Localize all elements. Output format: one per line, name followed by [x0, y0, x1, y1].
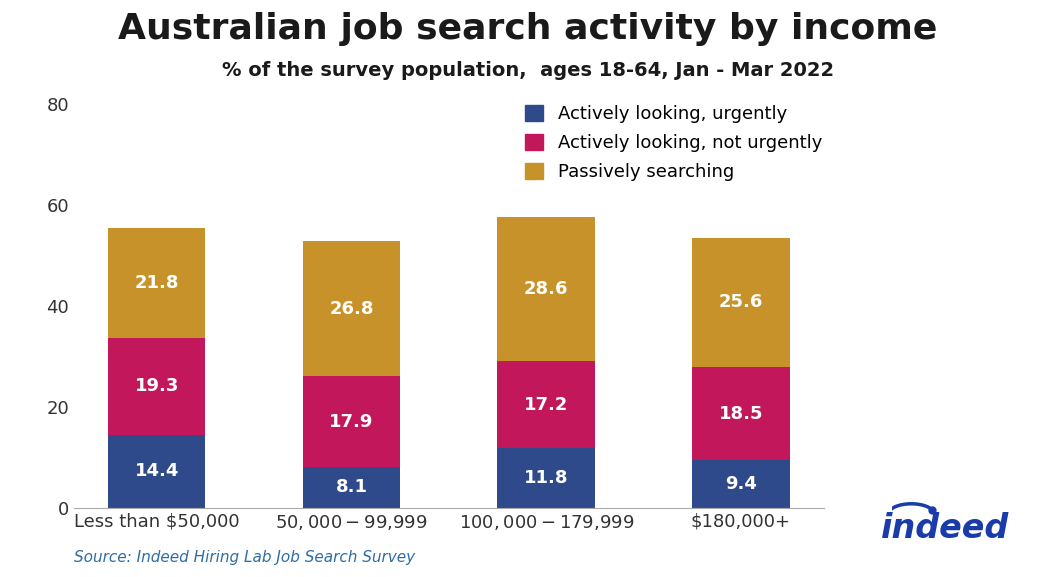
Text: 19.3: 19.3	[134, 377, 178, 395]
Bar	[497, 361, 595, 448]
Bar	[108, 338, 205, 435]
Bar	[693, 367, 790, 460]
Text: 17.9: 17.9	[329, 413, 374, 430]
Bar	[303, 467, 400, 508]
Bar	[693, 238, 790, 367]
Text: indeed: indeed	[881, 512, 1010, 545]
Text: 9.4: 9.4	[725, 475, 757, 493]
Bar	[693, 460, 790, 508]
Bar	[108, 435, 205, 508]
Text: Source: Indeed Hiring Lab Job Search Survey: Source: Indeed Hiring Lab Job Search Sur…	[74, 550, 415, 565]
Text: 25.6: 25.6	[719, 293, 763, 311]
Legend: Actively looking, urgently, Actively looking, not urgently, Passively searching: Actively looking, urgently, Actively loo…	[525, 105, 823, 181]
Text: 14.4: 14.4	[134, 462, 178, 481]
Text: 8.1: 8.1	[336, 478, 367, 496]
Text: 21.8: 21.8	[134, 273, 178, 291]
Bar	[303, 241, 400, 377]
Text: 28.6: 28.6	[524, 280, 568, 298]
Bar	[497, 217, 595, 361]
Text: 17.2: 17.2	[524, 396, 568, 414]
Text: Australian job search activity by income: Australian job search activity by income	[118, 12, 938, 46]
Text: % of the survey population,  ages 18-64, Jan - Mar 2022: % of the survey population, ages 18-64, …	[222, 61, 834, 80]
Text: 11.8: 11.8	[524, 469, 568, 487]
Text: 26.8: 26.8	[329, 300, 374, 318]
Bar	[303, 377, 400, 467]
Bar	[108, 227, 205, 338]
Text: 18.5: 18.5	[719, 404, 763, 422]
Bar	[497, 448, 595, 508]
